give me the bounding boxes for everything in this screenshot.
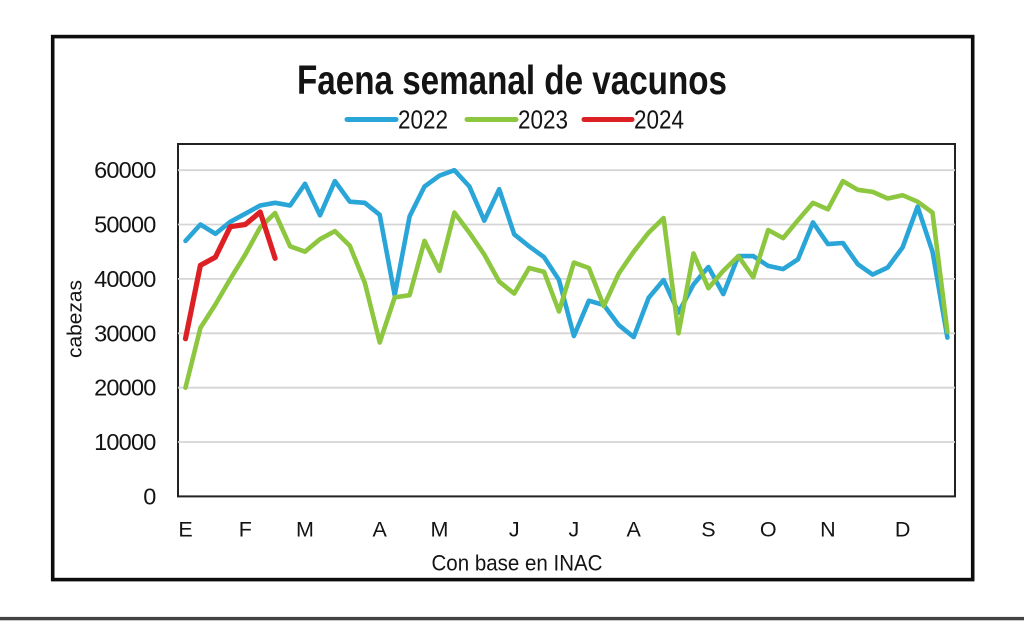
svg-text:20000: 20000 — [94, 375, 156, 401]
svg-text:2024: 2024 — [634, 105, 684, 135]
svg-text:40000: 40000 — [94, 266, 156, 292]
svg-text:2022: 2022 — [398, 105, 448, 135]
svg-text:M: M — [296, 518, 314, 542]
svg-text:S: S — [701, 518, 715, 542]
svg-text:D: D — [895, 518, 911, 542]
svg-text:M: M — [431, 518, 449, 542]
svg-text:Faena semanal de vacunos: Faena semanal de vacunos — [297, 57, 727, 103]
svg-text:N: N — [820, 518, 836, 542]
svg-text:O: O — [760, 518, 777, 542]
svg-text:A: A — [373, 518, 388, 542]
svg-text:0: 0 — [143, 483, 156, 509]
svg-text:60000: 60000 — [94, 157, 156, 183]
svg-text:E: E — [178, 518, 192, 542]
svg-text:J: J — [569, 518, 580, 542]
svg-text:Con base en INAC: Con base en INAC — [432, 551, 603, 576]
svg-text:10000: 10000 — [94, 429, 156, 455]
svg-text:30000: 30000 — [94, 320, 156, 346]
svg-text:50000: 50000 — [94, 212, 156, 238]
svg-text:A: A — [627, 518, 642, 542]
svg-text:cabezas: cabezas — [65, 280, 87, 358]
svg-text:F: F — [239, 518, 252, 542]
svg-text:J: J — [509, 518, 520, 542]
svg-text:2023: 2023 — [518, 105, 568, 135]
